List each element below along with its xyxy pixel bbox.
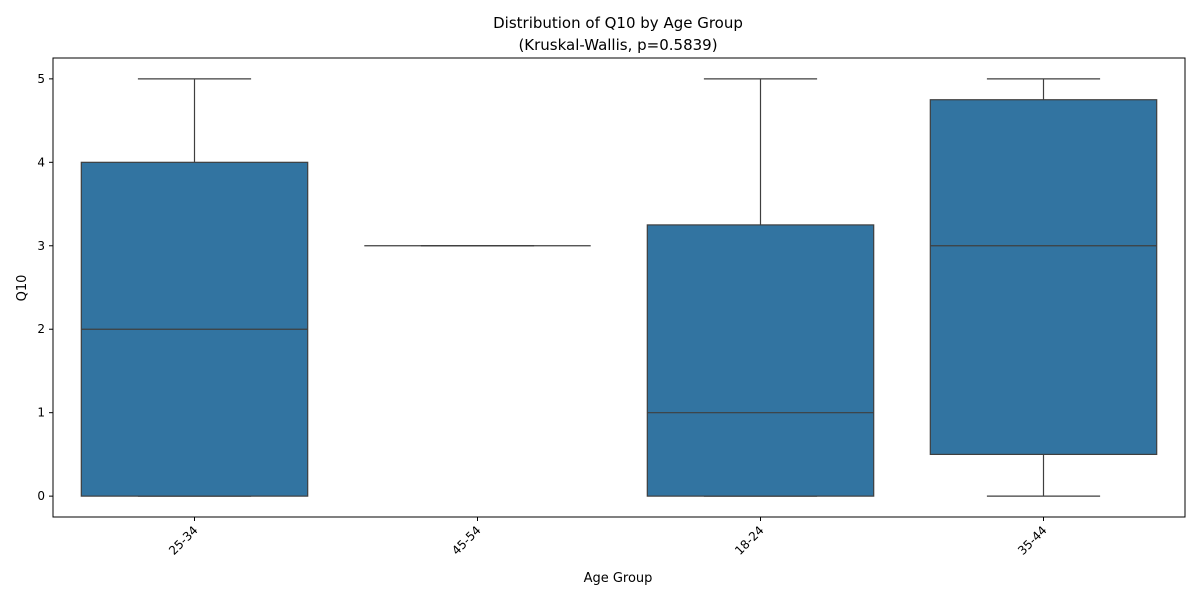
y-axis-label: Q10 [15, 275, 30, 302]
x-tick-label: 25-34 [166, 523, 201, 558]
x-tick-label: 45-54 [449, 523, 484, 558]
y-tick-label: 0 [37, 489, 45, 503]
x-tick-label: 35-44 [1015, 523, 1050, 558]
chart-subtitle: (Kruskal-Wallis, p=0.5839) [518, 36, 717, 54]
y-tick-label: 3 [37, 239, 45, 253]
y-tick-label: 2 [37, 322, 45, 336]
plot-area: 0 1 2 3 4 5 25-34 45-54 18-24 35-44 [37, 72, 1158, 558]
box-35-44 [929, 99, 1158, 456]
y-tick-label: 4 [37, 155, 45, 169]
plot-frame [52, 57, 1186, 518]
box-18-24 [646, 224, 875, 497]
y-tick-label: 1 [37, 406, 45, 420]
chart-title: Distribution of Q10 by Age Group [493, 14, 743, 32]
x-axis-label: Age Group [584, 571, 653, 586]
y-tick-label: 5 [37, 72, 45, 86]
x-tick-label: 18-24 [732, 523, 767, 558]
